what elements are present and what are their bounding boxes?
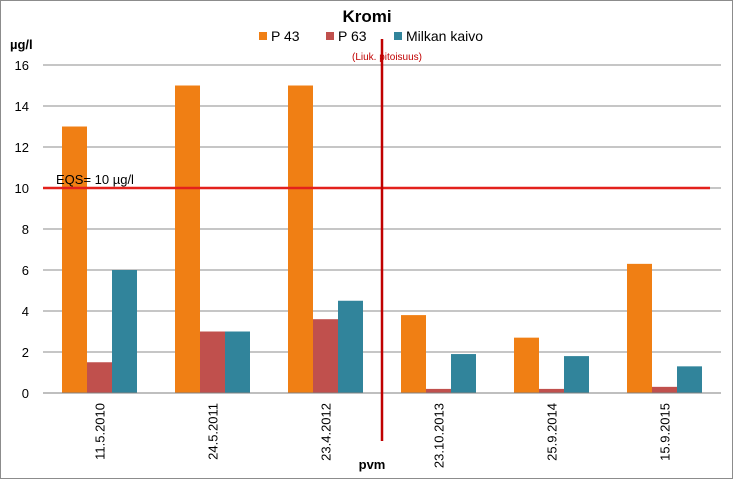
x-tick-labels: 11.5.2010 24.5.2011 23.4.2012 23.10.2013 25.… <box>93 403 673 468</box>
legend-swatch <box>394 32 402 40</box>
bar-p-63 <box>652 386 677 393</box>
legend: P 43 P 63 Milkan kaivo <box>259 28 483 44</box>
x-tick-label: 23.4.2012 <box>319 403 334 461</box>
bar-p-43 <box>288 85 313 393</box>
y-tick-label: 4 <box>22 304 29 319</box>
y-tick-label: 8 <box>22 222 29 237</box>
divider-label: (Liuk. pitoisuus) <box>352 52 422 63</box>
y-tick-label: 12 <box>15 140 29 155</box>
y-axis-label: µg/l <box>10 37 33 52</box>
bar-p-63 <box>200 331 225 393</box>
legend-label: P 63 <box>338 28 367 44</box>
bar-p-43 <box>62 126 87 393</box>
bar-p-63 <box>313 319 338 393</box>
eqs-reference-label: EQS= 10 µg/l <box>56 172 134 187</box>
x-axis-label: pvm <box>359 457 386 472</box>
bars <box>62 85 702 393</box>
legend-label: P 43 <box>271 28 300 44</box>
bar-p-43 <box>175 85 200 393</box>
bar-p-63 <box>539 388 564 393</box>
bar-milkan-kaivo <box>112 270 137 393</box>
x-tick-label: 11.5.2010 <box>93 403 108 460</box>
reference-lines: EQS= 10 µg/l (Liuk. pitoisuus) <box>43 39 710 441</box>
legend-label: Milkan kaivo <box>406 28 483 44</box>
bar-milkan-kaivo <box>451 354 476 393</box>
x-tick-label: 25.9.2014 <box>545 403 560 461</box>
y-tick-labels: 0 2 4 6 8 10 12 14 16 <box>15 58 29 401</box>
legend-swatch <box>326 32 334 40</box>
x-tick-label: 23.10.2013 <box>432 403 447 468</box>
bar-p-43 <box>514 337 539 393</box>
y-tick-label: 2 <box>22 345 29 360</box>
y-tick-label: 16 <box>15 58 29 73</box>
bar-p-43 <box>627 263 652 393</box>
legend-swatch <box>259 32 267 40</box>
bar-p-63 <box>426 388 451 393</box>
bar-milkan-kaivo <box>338 300 363 393</box>
bar-p-43 <box>401 315 426 393</box>
y-tick-label: 10 <box>15 181 29 196</box>
y-tick-label: 14 <box>15 99 29 114</box>
bar-p-63 <box>87 362 112 393</box>
y-tick-label: 0 <box>22 386 29 401</box>
bar-milkan-kaivo <box>564 356 589 393</box>
x-tick-label: 24.5.2011 <box>206 403 221 460</box>
x-tick-label: 15.9.2015 <box>658 403 673 461</box>
bar-milkan-kaivo <box>677 366 702 393</box>
chart-title: Kromi <box>342 7 391 26</box>
bar-milkan-kaivo <box>225 331 250 393</box>
y-tick-label: 6 <box>22 263 29 278</box>
